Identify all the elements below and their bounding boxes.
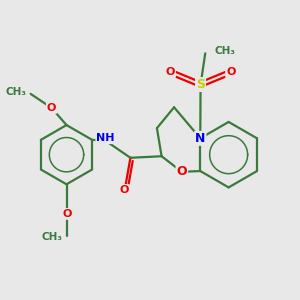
Text: S: S [196,78,205,91]
Text: O: O [47,103,56,113]
Text: O: O [119,185,129,195]
Text: CH₃: CH₃ [214,46,236,56]
Text: O: O [177,165,187,178]
Text: CH₃: CH₃ [6,87,27,97]
Text: CH₃: CH₃ [42,232,63,242]
Text: NH: NH [96,133,115,143]
Text: N: N [195,132,206,145]
Text: O: O [226,67,236,77]
Text: O: O [166,67,175,77]
Text: O: O [62,209,72,219]
